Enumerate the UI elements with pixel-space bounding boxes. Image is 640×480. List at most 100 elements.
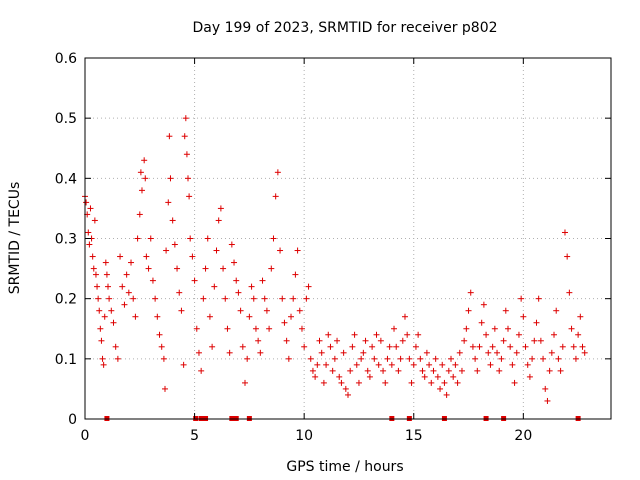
data-point xyxy=(198,367,205,374)
data-point xyxy=(102,259,109,266)
data-point xyxy=(193,325,200,332)
data-point xyxy=(244,355,251,362)
data-point xyxy=(285,355,292,362)
data-point xyxy=(277,247,284,254)
data-point xyxy=(513,349,520,356)
data-point xyxy=(301,343,308,350)
data-point xyxy=(103,271,110,278)
x-tick-label: 20 xyxy=(514,428,532,444)
data-point xyxy=(338,379,345,386)
data-point xyxy=(366,373,373,380)
data-point xyxy=(388,361,395,368)
data-point xyxy=(237,307,244,314)
data-point xyxy=(312,373,319,380)
data-point xyxy=(373,331,380,338)
data-point xyxy=(106,295,113,302)
data-point xyxy=(224,325,231,332)
data-point xyxy=(182,115,189,122)
data-point xyxy=(415,331,422,338)
data-point xyxy=(117,253,124,260)
data-point xyxy=(261,295,268,302)
data-point xyxy=(509,361,516,368)
x-tick-label: 0 xyxy=(81,428,90,444)
data-point xyxy=(274,169,281,176)
data-point xyxy=(290,295,297,302)
data-point xyxy=(296,307,303,314)
data-point xyxy=(524,361,531,368)
x-axis-label: GPS time / hours xyxy=(286,459,403,475)
data-point xyxy=(546,367,553,374)
data-point xyxy=(353,361,360,368)
data-point xyxy=(152,295,159,302)
data-point xyxy=(257,349,264,356)
data-point xyxy=(456,349,463,356)
y-tick-label: 0.3 xyxy=(55,232,77,248)
data-point xyxy=(239,343,246,350)
y-tick-label: 0.6 xyxy=(55,51,77,67)
data-point xyxy=(195,349,202,356)
data-point xyxy=(86,241,93,248)
data-point xyxy=(119,283,126,290)
data-point xyxy=(577,313,584,320)
data-point xyxy=(472,355,479,362)
data-point xyxy=(141,157,148,164)
data-point xyxy=(443,391,450,398)
data-point xyxy=(92,271,99,278)
y-axis-label: SRMTID / TECUs xyxy=(7,182,23,295)
data-point xyxy=(169,217,176,224)
data-point xyxy=(110,319,117,326)
data-point xyxy=(183,151,190,158)
data-point xyxy=(478,319,485,326)
data-point xyxy=(537,337,544,344)
data-point xyxy=(494,349,501,356)
data-point xyxy=(154,313,161,320)
data-point xyxy=(137,169,144,176)
data-point xyxy=(178,307,185,314)
data-point xyxy=(90,265,97,272)
data-point xyxy=(220,265,227,272)
data-point xyxy=(252,325,259,332)
data-point xyxy=(445,367,452,374)
data-point xyxy=(185,175,192,182)
data-point xyxy=(171,241,178,248)
data-point xyxy=(487,361,494,368)
data-point xyxy=(491,325,498,332)
data-point xyxy=(149,277,156,284)
data-point xyxy=(283,337,290,344)
data-point xyxy=(458,367,465,374)
data-point xyxy=(511,379,518,386)
data-point xyxy=(213,247,220,254)
data-point xyxy=(351,331,358,338)
data-point xyxy=(377,337,384,344)
data-point xyxy=(476,343,483,350)
data-point xyxy=(375,361,382,368)
data-point xyxy=(246,313,253,320)
data-point xyxy=(382,379,389,386)
data-point xyxy=(132,313,139,320)
data-point xyxy=(235,289,242,296)
data-point xyxy=(463,325,470,332)
data-point xyxy=(130,295,137,302)
data-point xyxy=(158,343,165,350)
data-point xyxy=(347,367,354,374)
data-point xyxy=(138,187,145,194)
data-point xyxy=(125,289,132,296)
y-tick-label: 0.2 xyxy=(55,292,77,308)
data-points xyxy=(82,115,588,404)
data-point xyxy=(542,385,549,392)
data-point xyxy=(520,313,527,320)
data-point xyxy=(437,385,444,392)
data-point xyxy=(259,277,266,284)
data-point xyxy=(557,367,564,374)
data-point xyxy=(101,313,108,320)
data-point xyxy=(96,307,103,314)
data-point xyxy=(305,283,312,290)
data-point xyxy=(268,265,275,272)
data-point xyxy=(500,337,507,344)
data-point xyxy=(147,235,154,242)
data-point xyxy=(320,379,327,386)
data-point xyxy=(526,373,533,380)
data-point xyxy=(439,361,446,368)
data-point xyxy=(404,331,411,338)
